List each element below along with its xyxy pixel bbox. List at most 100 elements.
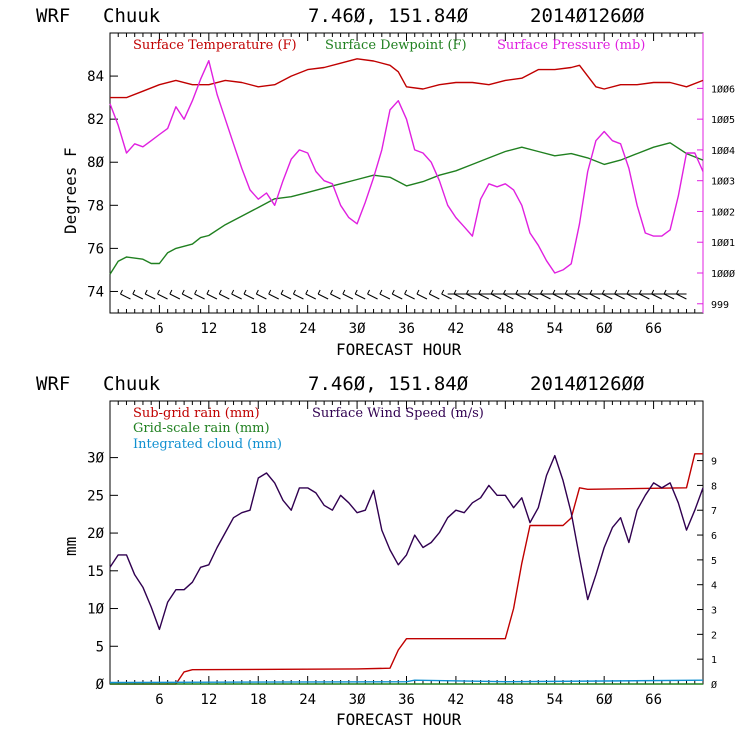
y2-tick-label: 6 [711,531,717,542]
wind-barb-flag [144,289,148,295]
x-tick-label: 6 [155,692,163,708]
wind-barb-shaft [490,293,502,300]
x-tick-label: 12 [200,692,217,708]
legend-surface-wind-speed: Surface Wind Speed (m/s) [312,406,484,421]
panel2-init-label: 2014Ø126ØØ [530,373,645,395]
wind-barb-flag [342,289,346,295]
x-tick-label: 54 [546,321,563,337]
wind-barb-shaft [330,293,341,300]
wind-barb-shaft [540,293,551,300]
wind-barb-shaft [157,293,168,300]
wind-barb-shaft [626,293,638,300]
wind-barb-flag [465,289,469,295]
wind-barb-flag [354,289,358,295]
wind-barb-shaft [441,293,452,300]
y2-tick-label: 7 [711,506,717,517]
wind-barb-flag [181,289,185,295]
wind-barb-shaft [564,293,576,300]
y-tick-label: 3Ø [87,451,104,467]
y-tick-label: 78 [87,198,104,214]
wind-barb-flag [391,289,395,295]
x-tick-label: 54 [546,692,563,708]
panel2-y-ticks: Ø 5 1Ø 15 2Ø 25 3Ø [87,451,118,693]
wind-barb-shaft [404,293,415,300]
panel2-station-label: Chuuk [103,373,161,395]
y2-tick-label: Ø [711,679,717,691]
wind-barb-flag [169,289,173,295]
wind-barb-flag [255,289,259,295]
wind-barb-shaft [367,293,378,300]
wind-barb-flag [120,289,123,295]
panel1-x-axis-title: FORECAST HOUR [336,340,462,359]
wind-barb-flag [428,289,432,295]
y-tick-label: 76 [87,241,104,257]
panel2-model-label: WRF [36,373,70,395]
legend-subgrid-rain: Sub-grid rain (mm) [133,406,260,421]
wind-barb-flag [330,289,333,295]
panel1-plot-frame [109,32,704,314]
y-tick-label: 1Ø [87,602,104,618]
panel2-x-axis-title: FORECAST HOUR [336,710,462,729]
wind-barb-shaft [206,293,218,300]
series-line-sub-grid-rain [110,453,703,685]
wind-barb-shaft [379,293,391,300]
y-tick-label: 82 [87,112,104,128]
wind-barb-shaft [503,293,514,300]
y2-tick-label: 1ØØ5 [711,114,735,126]
y-tick-label: 84 [87,69,104,85]
x-tick-label: 3Ø [349,692,366,708]
y2-tick-label: 999 [711,300,729,311]
x-tick-label: 24 [299,321,316,337]
y2-tick-label: 4 [711,581,717,592]
panel-temperature: WRF Chuuk 7.46Ø, 151.84Ø 2014Ø126ØØ 6 12 1… [36,5,735,359]
wind-barb-flag [404,289,408,295]
x-tick-label: 36 [398,692,415,708]
wind-barb-flag [552,289,556,295]
wind-barb-shaft [639,293,650,300]
wind-barb-flag [305,289,309,295]
legend-integrated-cloud: Integrated cloud (mm) [133,437,282,452]
x-tick-label: 6 [155,321,163,337]
wind-barb-flag [478,289,482,295]
wind-barb-shaft [182,293,193,300]
wind-barb-flag [589,289,593,295]
x-tick-label: 6Ø [596,321,613,337]
y-tick-label: 8Ø [87,155,104,171]
wind-barb-flag [268,289,272,295]
panel1-station-label: Chuuk [103,5,161,27]
x-tick-label: 66 [645,692,662,708]
wind-barbs-row [120,289,687,300]
wind-barb-flag [157,289,160,295]
panel2-series [109,453,704,685]
wind-barb-flag [651,289,655,295]
wind-barb-flag [292,289,296,295]
wind-barb-shaft [317,293,329,300]
y2-tick-label: 1ØØ6 [711,83,735,95]
y2-tick-label: 1ØØ4 [711,145,735,157]
y-tick-label: 15 [87,564,104,580]
wind-barb-shaft [552,293,564,300]
wind-barb-flag [601,289,605,295]
panel1-x-ticks: 6 12 18 24 3Ø 36 42 48 54 6Ø 66 [117,33,696,337]
y2-tick-label: 1 [711,655,717,666]
panel1-y-ticks: 74 76 78 8Ø 82 84 [87,69,118,300]
panel-precipitation: WRF Chuuk 7.46Ø, 151.84Ø 2014Ø126ØØ 6 12 1… [36,373,717,729]
wind-barb-shaft [577,293,588,300]
wind-barb-flag [515,289,519,295]
wind-barb-shaft [305,293,317,300]
panel1-series [109,58,704,275]
wind-barb-shaft [243,293,255,300]
y2-tick-label: 2 [711,630,717,641]
wind-barb-flag [206,289,210,295]
series-line-integrated-cloud [109,679,704,684]
x-tick-label: 66 [645,321,662,337]
y2-tick-label: 1ØØØ [711,268,735,280]
wind-barb-shaft [478,293,489,300]
y2-tick-label: 1ØØ2 [711,206,735,218]
wind-barb-shaft [466,293,477,300]
wind-barb-flag [503,289,506,295]
wind-barb-flag [453,289,457,295]
x-tick-label: 42 [447,321,464,337]
y2-tick-label: 8 [711,481,717,492]
